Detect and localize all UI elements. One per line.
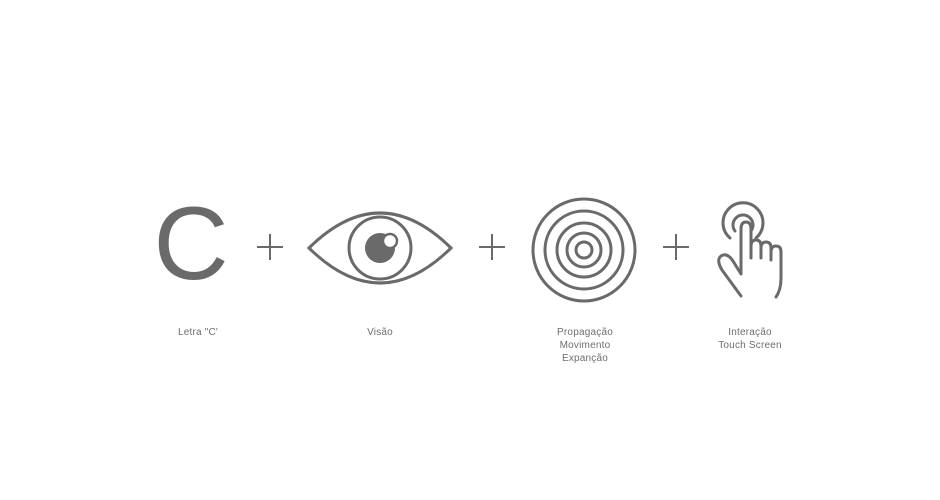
label-line: Touch Screen bbox=[718, 340, 782, 351]
label-line: Visão bbox=[367, 327, 393, 338]
label-interacao: Interação Touch Screen bbox=[680, 326, 820, 352]
touch-hand-icon bbox=[717, 201, 783, 299]
label-line: Expanção bbox=[561, 353, 609, 364]
label-visao: Visão bbox=[310, 326, 450, 339]
plus-icon bbox=[479, 234, 505, 260]
label-propagacao: Propagação Movimento Expanção bbox=[515, 326, 655, 365]
eye-icon bbox=[306, 211, 454, 285]
label-line: Letra "C' bbox=[177, 327, 219, 338]
label-line: Propagação bbox=[557, 327, 613, 338]
label-line: Movimento bbox=[559, 340, 611, 351]
plus-icon bbox=[257, 234, 283, 260]
concentric-circles-icon bbox=[531, 197, 637, 303]
letter-c-icon: C bbox=[153, 186, 228, 302]
label-line: Interação bbox=[728, 327, 772, 338]
plus-icon bbox=[663, 234, 689, 260]
label-letra-c: Letra "C' bbox=[128, 326, 268, 339]
